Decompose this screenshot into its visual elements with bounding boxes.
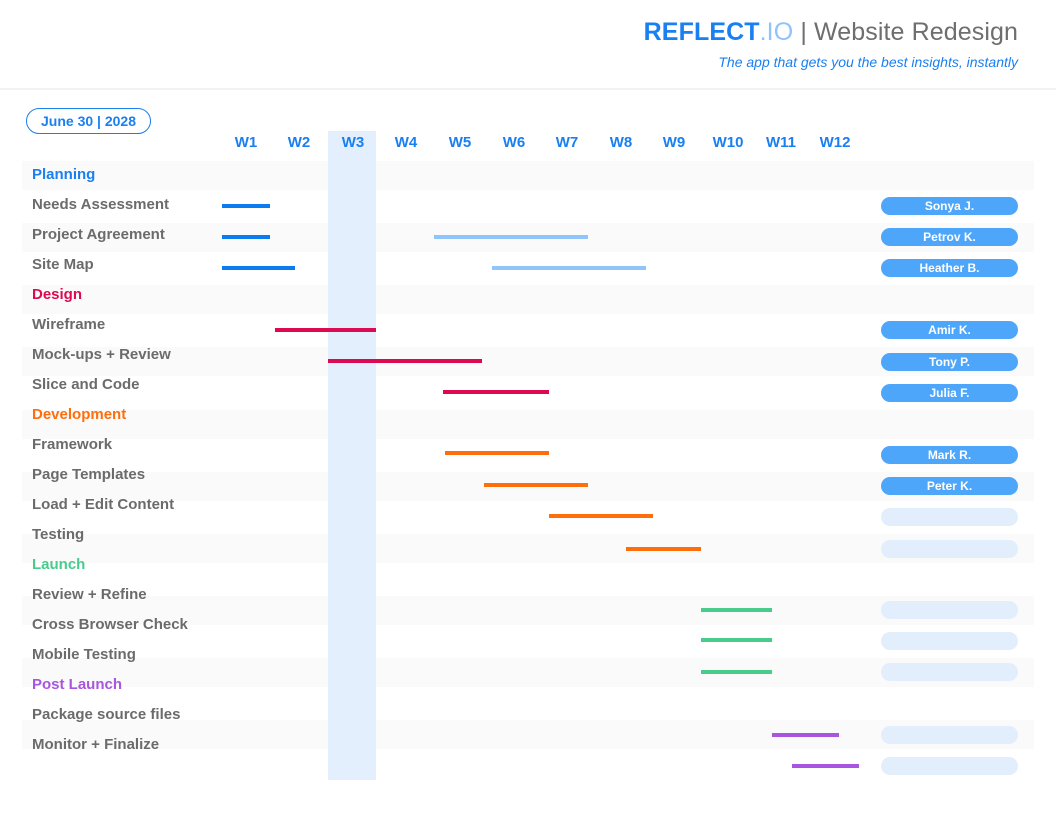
assignee-pill-empty[interactable] (881, 601, 1018, 619)
task-label: Project Agreement (32, 226, 165, 243)
assignee-pill-empty[interactable] (881, 508, 1018, 526)
week-header: W12 (819, 134, 851, 151)
gantt-bar[interactable] (445, 451, 549, 455)
category-launch: Launch (32, 556, 86, 573)
week-header: W8 (609, 134, 633, 151)
category-development: Development (32, 406, 127, 423)
task-label: Cross Browser Check (32, 616, 188, 633)
gantt-bar[interactable] (222, 266, 295, 270)
task-label: Page Templates (32, 466, 146, 483)
gantt-bar[interactable] (222, 204, 270, 208)
week-header: W1 (234, 134, 258, 151)
brand-name: REFLECT (643, 18, 760, 46)
task-label: Package source files (32, 706, 181, 723)
tagline: The app that gets you the best insights,… (718, 54, 1018, 70)
assignee-pill[interactable]: Mark R. (881, 446, 1018, 464)
project-name: Website Redesign (813, 18, 1018, 46)
category-post-launch: Post Launch (32, 676, 123, 693)
week-header: W2 (287, 134, 311, 151)
gantt-bar[interactable] (701, 608, 772, 612)
gantt-bar[interactable] (443, 390, 549, 394)
week-header: W11 (765, 134, 796, 151)
week-header: W10 (712, 134, 744, 151)
task-label: Site Map (32, 256, 94, 273)
week-header: W4 (394, 134, 418, 151)
assignee-pill-empty[interactable] (881, 757, 1018, 775)
gantt-bar[interactable] (701, 670, 772, 674)
assignee-pill[interactable]: Amir K. (881, 321, 1018, 339)
assignee-pill[interactable]: Sonya J. (881, 197, 1018, 215)
header-divider (0, 88, 1056, 90)
current-week-highlight (328, 131, 376, 780)
page-title: REFLECT.IO | Website Redesign (644, 18, 1018, 47)
task-label: Mock-ups + Review (32, 346, 171, 363)
assignee-pill-empty[interactable] (881, 726, 1018, 744)
title-separator: | (793, 18, 814, 46)
task-label: Wireframe (32, 316, 106, 333)
task-label: Review + Refine (32, 586, 147, 603)
task-label: Monitor + Finalize (32, 736, 160, 753)
task-label: Mobile Testing (32, 646, 136, 663)
brand-suffix: .IO (759, 18, 794, 46)
gantt-bar[interactable] (772, 733, 839, 737)
week-header: W3 (341, 134, 365, 151)
gantt-bar[interactable] (626, 547, 701, 551)
gantt-bar[interactable] (701, 638, 772, 642)
category-planning: Planning (32, 166, 96, 183)
gantt-bar[interactable] (275, 328, 376, 332)
assignee-pill[interactable]: Tony P. (881, 353, 1018, 371)
task-label: Load + Edit Content (32, 496, 175, 513)
row-stripe (22, 161, 1034, 190)
assignee-pill[interactable]: Julia F. (881, 384, 1018, 402)
week-header: W5 (448, 134, 472, 151)
week-header: W7 (555, 134, 579, 151)
row-stripe (22, 347, 1034, 376)
gantt-bar[interactable] (328, 359, 482, 363)
row-stripe (22, 410, 1034, 439)
assignee-pill[interactable]: Heather B. (881, 259, 1018, 277)
assignee-pill[interactable]: Peter K. (881, 477, 1018, 495)
row-stripe (22, 285, 1034, 314)
task-label: Testing (32, 526, 85, 543)
gantt-bar-secondary[interactable] (492, 266, 646, 270)
row-stripe (22, 596, 1034, 625)
row-stripe (22, 720, 1034, 749)
week-header: W9 (662, 134, 686, 151)
task-label: Slice and Code (32, 376, 140, 393)
task-label: Framework (32, 436, 113, 453)
assignee-pill-empty[interactable] (881, 663, 1018, 681)
gantt-bar[interactable] (549, 514, 653, 518)
category-design: Design (32, 286, 83, 303)
gantt-bar[interactable] (222, 235, 270, 239)
assignee-pill-empty[interactable] (881, 632, 1018, 650)
week-header: W6 (502, 134, 526, 151)
task-label: Needs Assessment (32, 196, 170, 213)
gantt-bar[interactable] (484, 483, 588, 487)
gantt-bar[interactable] (792, 764, 859, 768)
row-stripe (22, 534, 1034, 563)
assignee-pill-empty[interactable] (881, 540, 1018, 558)
row-stripe (22, 658, 1034, 687)
gantt-bar-secondary[interactable] (434, 235, 588, 239)
date-badge[interactable]: June 30 | 2028 (26, 108, 151, 134)
assignee-pill[interactable]: Petrov K. (881, 228, 1018, 246)
